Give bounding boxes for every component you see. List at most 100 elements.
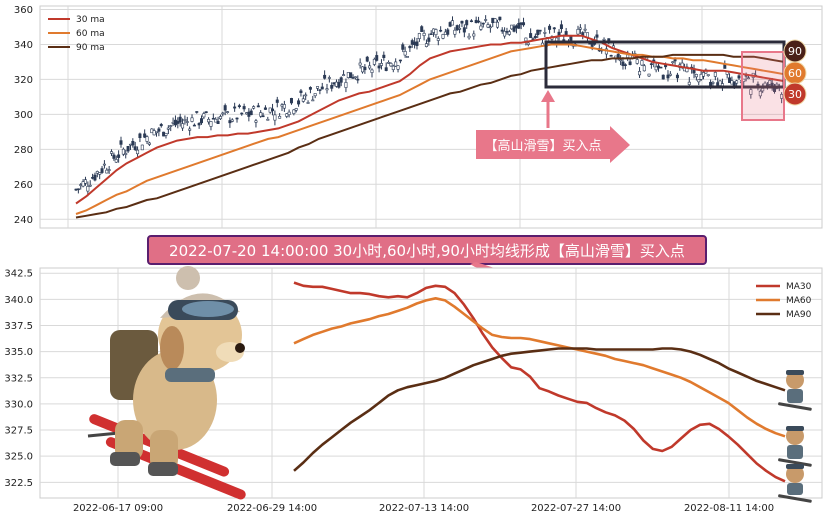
candle-body <box>460 20 464 24</box>
candle-body <box>387 62 391 64</box>
candle-body <box>159 124 163 127</box>
candle-body <box>427 37 431 42</box>
mini-skier-icon <box>778 464 812 503</box>
candle-body <box>299 90 303 93</box>
candle-body <box>410 40 414 45</box>
legend-label-MA90: MA90 <box>786 310 812 320</box>
candle-body <box>448 22 452 27</box>
top-plot-frame <box>39 5 823 229</box>
candle-body <box>434 29 438 36</box>
candle-body <box>609 54 613 57</box>
candle-body <box>271 108 275 112</box>
candle-body <box>735 80 739 84</box>
candle-body <box>628 61 632 65</box>
candle-body <box>649 63 653 65</box>
candle-body <box>538 29 542 32</box>
candle-body <box>398 59 402 62</box>
candle-body <box>176 121 180 124</box>
candle-body <box>439 29 443 32</box>
candle-body <box>533 35 537 39</box>
candle-body <box>420 26 424 32</box>
candle-body <box>507 31 511 35</box>
candle-body <box>282 104 286 109</box>
candle-body <box>363 66 367 71</box>
candle-body <box>524 37 528 42</box>
candle-body <box>675 74 679 79</box>
badge-30-label: 30 <box>788 88 802 101</box>
candle-body <box>306 102 310 104</box>
candle-body <box>436 38 440 41</box>
candle-body <box>503 31 507 37</box>
candle-body <box>164 132 168 136</box>
candle-body <box>453 29 457 35</box>
candle-body <box>325 88 329 91</box>
bottom-y-tick-label: 330.0 <box>4 399 33 410</box>
candle-body <box>562 39 566 41</box>
bottom-y-tick-label: 335.0 <box>4 347 33 358</box>
candle-body <box>353 76 357 79</box>
candle-body <box>121 148 125 155</box>
candle-body <box>595 34 599 38</box>
bottom-y-tick-label: 337.5 <box>4 321 33 332</box>
bottom-series-MA90 <box>293 347 786 472</box>
candle-body <box>512 26 516 32</box>
candle-body <box>379 63 383 66</box>
candle-body <box>91 177 95 179</box>
candle-body <box>590 43 594 47</box>
candle-body <box>81 181 85 187</box>
candle-body <box>162 131 166 137</box>
signal-up-arrow-head <box>541 90 555 102</box>
candle-body <box>488 26 492 29</box>
candle-body <box>657 65 661 69</box>
candle-body <box>76 188 80 191</box>
candle-body <box>375 55 379 61</box>
candle-body <box>266 118 270 121</box>
candle-body <box>640 60 644 66</box>
candle-body <box>443 31 447 35</box>
candle-body <box>157 128 161 132</box>
candle-body <box>694 74 698 78</box>
candle-body <box>313 93 317 97</box>
candle-body <box>294 108 298 111</box>
candle-body <box>384 67 388 71</box>
candle-body <box>746 77 750 80</box>
candle-body <box>155 131 159 134</box>
bottom-x-tick-label: 2022-06-29 14:00 <box>227 503 317 514</box>
candle-body <box>178 116 182 123</box>
candle-body <box>221 112 225 115</box>
candle-body <box>275 99 279 103</box>
candle-body <box>382 54 386 59</box>
candle-body <box>732 81 736 87</box>
candle-body <box>318 89 322 91</box>
candle-body <box>394 61 398 67</box>
candle-body <box>446 29 450 35</box>
candle-body <box>316 86 320 89</box>
top-y-tick-label: 260 <box>14 180 33 191</box>
candle-body <box>467 35 471 39</box>
candle-body <box>105 169 109 174</box>
candle-body <box>536 29 540 35</box>
candle-body <box>112 154 116 159</box>
legend-label-MA60: MA60 <box>786 296 812 306</box>
candle-body <box>616 53 620 58</box>
candle-body <box>602 38 606 41</box>
candle-body <box>522 22 526 26</box>
candle-body <box>93 174 97 181</box>
candle-body <box>209 121 213 127</box>
candle-body <box>230 119 234 122</box>
bottom-y-tick-label: 332.5 <box>4 373 33 384</box>
banner: 2022-07-20 14:00:00 30小时,60小时,90小时均线形成【高… <box>147 235 707 284</box>
candle-body <box>671 61 675 64</box>
candle-body <box>396 65 400 70</box>
candle-body <box>517 22 521 29</box>
candle-body <box>204 111 208 113</box>
candle-body <box>462 27 466 33</box>
candle-body <box>621 61 625 66</box>
candle-body <box>351 77 355 79</box>
candle-body <box>514 25 518 29</box>
candle-body <box>244 112 248 115</box>
candle-body <box>389 63 393 67</box>
candle-body <box>133 146 137 150</box>
candle-body <box>86 186 90 192</box>
candle-body <box>297 100 301 105</box>
